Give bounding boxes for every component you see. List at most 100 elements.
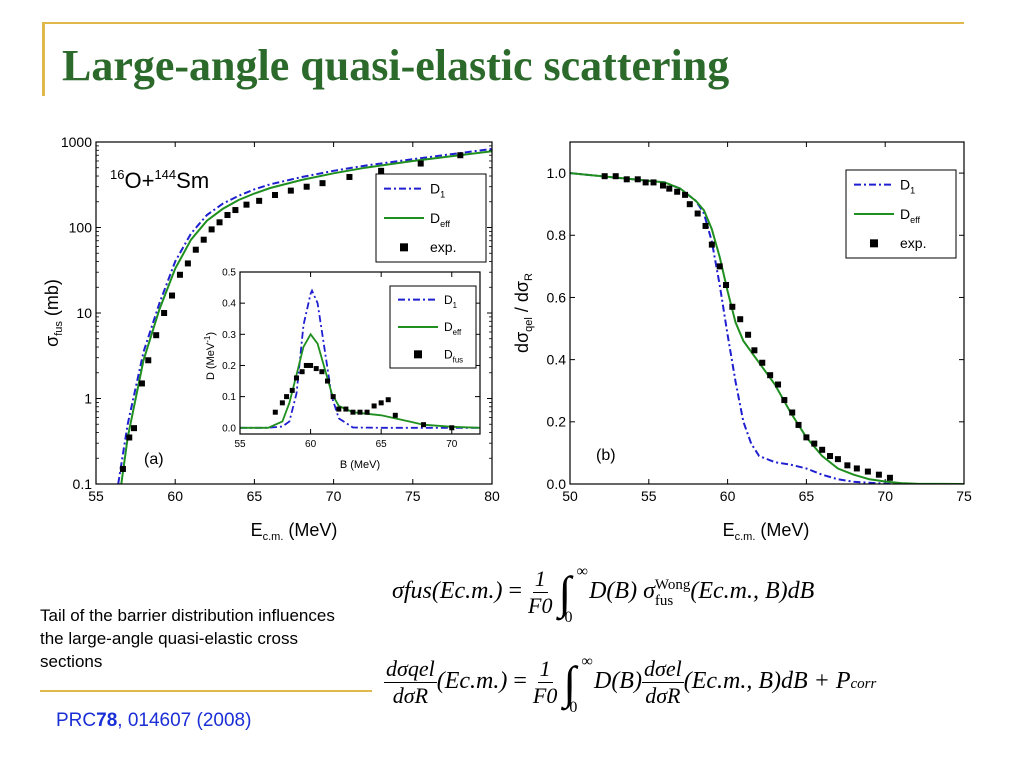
chart-a-inset-point-Dfus [284,394,290,400]
chart-a-inset-point-Dfus [392,412,398,418]
chart-a-inset-point-Dfus [378,400,384,406]
chart-a-inset-point-Dfus [299,369,305,375]
chart-b-point-exp. [666,185,673,192]
chart-a-inset-point-Dfus [343,406,349,412]
equation-fusion: σfus(Ec.m.) = 1 F0 ∫ ∞ 0 D(B) σ Wong fus (Ec.m… [392,563,815,626]
chart-a-point-exp. [243,201,250,208]
chart-b-point-exp. [789,409,796,416]
chart-b-point-exp. [650,179,657,186]
chart-b-xtick-label: 75 [956,488,972,504]
chart-b-point-exp. [682,191,689,198]
chart-a-xtick-label: 80 [484,488,500,504]
equation-quasielastic: dσqel dσR (Ec.m.) = 1 F0 ∫ ∞ 0 D(B) dσel dσR (Ec… [384,653,877,716]
chart-a-inset-point-Dfus [336,406,342,412]
chart-b-point-exp. [729,303,736,310]
top-accent-line [42,22,964,24]
eq2-frac-num: 1 [537,656,553,683]
chart-a-xtick-label: 65 [247,488,263,504]
chart-b-group: 50 55 60 65 70 75 0.0 0.2 0.4 0.6 0.8 1.0 Ec.m. (MeV… [512,141,972,543]
chart-b-point-exp. [875,471,882,478]
chart-a-inset-point-Dfus [272,409,278,415]
chart-a-inset-group: 55 60 65 70 0.0 0.1 0.2 0.3 0.4 0.5 B (MeV) D (MeV-… [203,268,481,471]
chart-a-inset-xtick-label: 65 [376,439,388,450]
chart-b-point-exp. [612,173,619,180]
chart-a-inset-point-Dfus [371,403,377,409]
chart-b-point-exp. [827,453,834,460]
chart-b-point-exp. [819,446,826,453]
ref-rest: , 014607 (2008) [117,710,252,731]
eq1-args: (Ec.m., B)dB [690,578,815,605]
reference-link[interactable]: PRC78, 014607 (2008) [56,710,251,732]
chart-a-ytick-label: 100 [69,219,93,235]
chart-a-point-exp. [138,380,145,387]
eq2-upper: ∞ [581,653,593,670]
chart-a-xtick-label: 55 [88,488,104,504]
chart-a-inset-series-Deff [240,332,480,429]
chart-a-inset-point-Dfus [319,369,325,375]
chart-a-point-exp. [417,160,424,167]
chart-a-inset-point-Dfus [330,394,336,400]
chart-a-inset-point-Dfus [357,409,363,415]
chart-b-point-exp. [634,176,641,183]
chart-a-inset-ytick-label: 0.4 [222,299,236,310]
chart-a-inset-xtick-label: 55 [234,439,246,450]
chart-a-point-exp. [319,180,326,187]
chart-a-xtick-label: 70 [326,488,342,504]
chart-a-point-exp. [224,212,231,219]
chart-b-legend-label: exp. [900,235,926,251]
eq1-sub: fus [654,592,674,609]
chart-a-xlabel: Ec.m. (MeV) [251,520,338,543]
chart-b-xtick-label: 50 [562,488,578,504]
eq2-mid-den: dσR [645,683,681,708]
chart-b-point-exp. [795,421,802,428]
chart-a-inset-ytick-label: 0.1 [222,392,236,403]
eq1-sup: Wong [654,576,691,593]
chart-a-inset-frame [239,271,481,435]
chart-a-inset-ytick-label: 0.2 [222,361,236,372]
chart-b-point-exp. [864,468,871,475]
note-divider [40,690,372,692]
chart-a-inset-xtick-label: 60 [305,439,317,450]
chart-b-point-exp. [759,359,766,366]
chart-b-point-exp. [686,201,693,208]
chart-b-point-exp. [745,331,752,338]
ref-prefix: PRC [56,710,97,731]
eq1-frac-den: F0 [528,593,553,618]
left-accent-line [42,22,45,96]
chart-a-inset-point-Dfus [350,409,356,415]
chart-b-frame [569,141,965,485]
chart-b-point-exp. [623,176,630,183]
eq2-tail-sub: corr [850,676,877,693]
eq2-lhs-arg: (Ec.m.) [436,668,508,695]
chart-a-point-exp. [256,197,263,204]
chart-a-point-exp. [169,292,176,299]
chart-b-point-exp. [659,182,666,189]
eq2-lower: 0 [569,699,578,716]
chart-a-point-exp. [184,260,191,267]
chart-b-plot-area [570,172,964,484]
chart-b-point-exp. [775,381,782,388]
chart-b-point-exp. [886,474,893,481]
chart-a-point-exp. [153,332,160,339]
chart-b-point-exp. [844,462,851,469]
chart-a-point-exp. [200,236,207,243]
eq2-mid-num: dσel [641,656,684,683]
chart-a-inset-xtick-label: 70 [446,439,458,450]
chart-b-ytick-label: 1.0 [547,165,567,181]
chart-b-ytick-label: 0.4 [547,352,567,368]
chart-a-inset-legend-marker [414,350,422,359]
chart-b-point-exp. [674,188,681,195]
chart-b-point-exp. [723,282,730,289]
chart-a-point-exp. [161,310,168,316]
chart-a-xtick-label: 75 [405,488,421,504]
chart-b-point-exp. [601,173,608,180]
chart-a-xtick-label: 60 [167,488,183,504]
chart-a-inset-ylabel: D (MeV-1) [203,332,217,380]
chart-a-panel-label: (a) [144,451,164,468]
chart-a-point-exp. [232,207,239,214]
chart-a-point-exp. [131,425,138,432]
eq2-body: D(B) [593,668,642,695]
chart-a-inset-ytick-label: 0.3 [222,330,236,341]
chart-a-series-D1 [117,147,492,484]
chart-b-point-exp. [811,440,818,447]
